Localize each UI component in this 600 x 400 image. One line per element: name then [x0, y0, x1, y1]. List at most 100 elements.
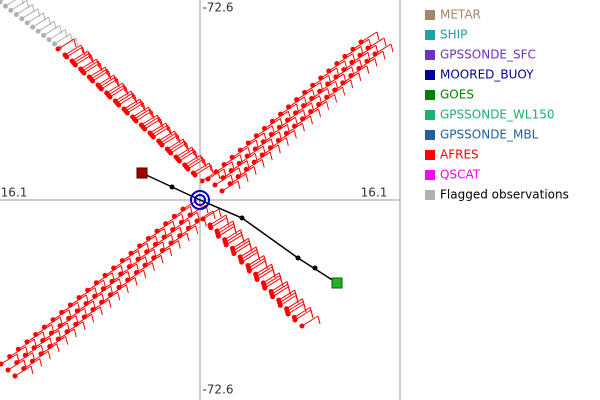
obs-dot [142, 126, 148, 132]
obs-dot [33, 331, 39, 337]
barb [225, 234, 243, 246]
barb [92, 70, 109, 82]
obs-dot [293, 110, 299, 116]
barb-tick [293, 130, 297, 139]
barb [272, 286, 289, 298]
barb [287, 303, 305, 315]
obs-dot [185, 166, 191, 172]
obs-dot [137, 243, 143, 249]
obs-dot [223, 242, 229, 248]
barb [144, 118, 161, 130]
barb [210, 217, 227, 229]
legend-label: SHIP [440, 28, 467, 42]
barb-tick [285, 137, 289, 146]
barb-tick [25, 346, 29, 355]
obs-dot [212, 182, 218, 188]
barb-tick [32, 352, 36, 361]
obs-dot [310, 82, 316, 88]
barb-tick [272, 269, 276, 278]
obs-dot [21, 366, 27, 372]
track-points [169, 184, 318, 271]
barb [127, 102, 144, 114]
obs-dot [228, 168, 234, 174]
barb [109, 86, 127, 98]
barb [256, 266, 273, 278]
obs-dot [24, 339, 30, 345]
barb-tick [203, 158, 207, 168]
barb [5, 0, 17, 7]
obs-dot [340, 80, 346, 86]
obs-dot [98, 86, 104, 92]
obs-dot [72, 62, 78, 68]
obs-dot [219, 188, 225, 194]
obs-dot [253, 133, 259, 139]
barb-tick [261, 159, 265, 168]
obs-dot [268, 132, 274, 138]
obs-dot [244, 153, 250, 159]
barb-tick [91, 314, 95, 323]
obs-dot [73, 321, 79, 327]
barb-tick [280, 277, 284, 287]
barb-tick [23, 359, 27, 369]
barb [360, 31, 378, 43]
legend: METAR SHIP GPSSONDE_SFC MOORED_BUOY GOES GPSS… [425, 8, 569, 202]
barb-tick [218, 208, 222, 218]
barb-tick [134, 94, 138, 104]
barb-tick [125, 86, 129, 96]
barb-tick [80, 44, 84, 54]
barb-tick [156, 114, 160, 124]
obs-dot [5, 367, 11, 373]
barb-tick [374, 58, 378, 67]
barb [142, 116, 160, 128]
barb-tick [94, 287, 98, 296]
barb [149, 122, 167, 134]
barb [278, 289, 296, 301]
barb [21, 8, 39, 20]
barb-tick [163, 228, 167, 237]
axis-label: -72.6 [202, 1, 233, 15]
barb-tick [73, 328, 77, 338]
obs-dot [64, 329, 70, 335]
barb [367, 37, 385, 49]
barb-tick [108, 70, 112, 80]
barb-tick [226, 217, 230, 226]
obs-dot [318, 75, 324, 81]
obs-dot [227, 181, 233, 187]
legend-swatch [425, 50, 435, 60]
legend-swatch [425, 150, 435, 160]
obs-dot [308, 109, 314, 115]
barb-tick [68, 309, 72, 318]
barb-tick [269, 152, 273, 161]
barb-tick [39, 358, 43, 367]
obs-dot [107, 94, 113, 100]
obs-dot [221, 162, 227, 168]
barb-tick [87, 50, 91, 60]
barb-tick [82, 321, 86, 330]
barb [239, 246, 257, 258]
barb-tick [92, 300, 96, 310]
obs-dot [235, 174, 241, 180]
obs-dot [187, 212, 193, 218]
obs-dot [357, 52, 363, 58]
legend-label: GPSSONDE_MBL [440, 128, 539, 142]
obs-dot [76, 295, 82, 301]
barb-tick [170, 234, 174, 243]
obs-dot [277, 111, 283, 117]
obs-dot [324, 94, 330, 100]
obs-dot [15, 346, 21, 352]
barb-tick [196, 212, 200, 221]
obs-dot [177, 233, 183, 239]
barb-tick [376, 31, 380, 41]
obs-dot [236, 160, 242, 166]
obs-dot [66, 315, 72, 321]
barb [135, 110, 153, 122]
barb-tick [75, 37, 79, 47]
barb-tick [181, 213, 185, 222]
barb [270, 281, 288, 292]
barb-tick [113, 74, 117, 84]
obs-dot [246, 268, 252, 274]
barb-tick [193, 148, 197, 158]
legend-label: Flagged observations [440, 188, 569, 202]
obs-dot [92, 293, 98, 299]
